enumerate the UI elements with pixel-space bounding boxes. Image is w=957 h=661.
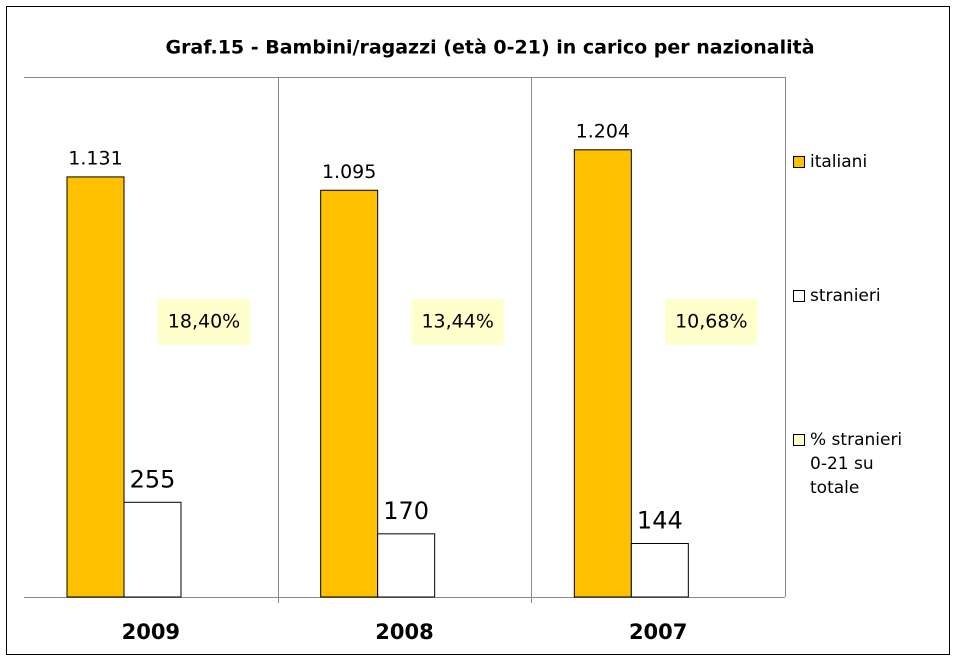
legend-label: italiani [810, 152, 868, 172]
percent-label-box [411, 299, 504, 345]
data-label: 170 [383, 497, 429, 525]
bar [66, 176, 125, 598]
x-tick-label: 2009 [122, 620, 180, 644]
bar [123, 501, 182, 598]
percent-label-box [665, 299, 758, 345]
bar [573, 149, 632, 598]
x-tick-label: 2007 [629, 620, 687, 644]
x-tick-label: 2008 [375, 620, 433, 644]
bar [377, 533, 436, 598]
legend-swatch [793, 290, 805, 302]
bar [320, 189, 379, 598]
chart-title: Graf.15 - Bambini/ragazzi (età 0-21) in … [165, 37, 814, 59]
legend-swatch [793, 434, 805, 446]
percent-label-box [158, 299, 250, 345]
bar [630, 543, 689, 598]
legend-item: % stranieri 0-21 su totale [793, 428, 922, 500]
data-label: 1.204 [576, 120, 630, 142]
legend-item: italiani [793, 150, 922, 174]
data-label: 144 [637, 507, 683, 535]
percent-label: 10,68% [675, 311, 747, 333]
data-label: 1.131 [68, 147, 122, 169]
data-label: 1.095 [322, 161, 376, 183]
legend-item: stranieri [793, 284, 922, 308]
legend-label: % stranieri 0-21 su totale [810, 430, 903, 498]
data-label: 255 [130, 465, 176, 493]
percent-label: 18,40% [168, 311, 240, 333]
legend-swatch [793, 156, 805, 168]
percent-label: 13,44% [421, 311, 493, 333]
legend-label: stranieri [810, 286, 881, 306]
